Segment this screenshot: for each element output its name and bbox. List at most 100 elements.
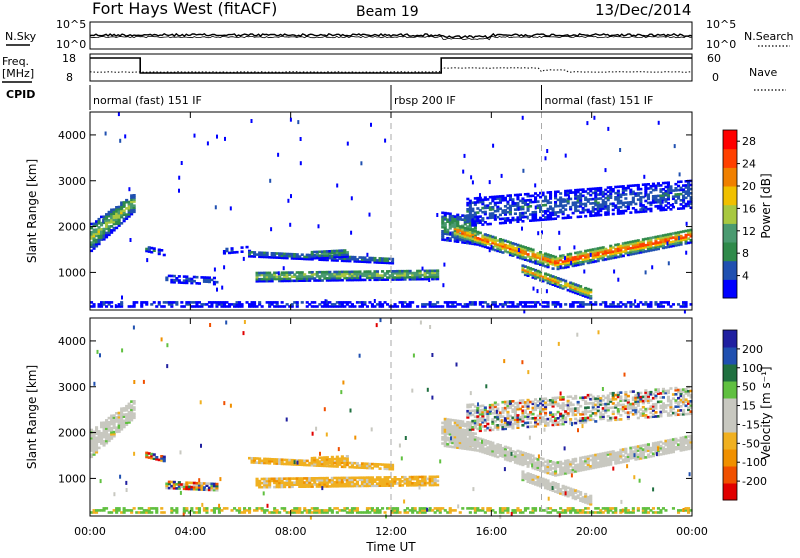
echo-cell — [539, 251, 542, 254]
echo-cell — [509, 194, 512, 197]
echo-cell — [544, 204, 547, 207]
echo-cell — [146, 258, 148, 262]
echo-cell — [568, 195, 570, 199]
echo-cell — [124, 134, 126, 138]
echo-cell — [612, 188, 615, 191]
echo-cell — [133, 204, 136, 207]
echo-cell — [552, 207, 555, 210]
echo-cell — [624, 193, 627, 196]
echo-cell — [658, 121, 660, 125]
echo-cell — [163, 305, 166, 308]
echo-cell — [277, 153, 279, 157]
colorbar-swatch — [723, 223, 737, 242]
echo-cell — [441, 305, 444, 308]
nave-tick-top: 60 — [707, 52, 721, 65]
echo-cell — [624, 197, 627, 200]
echo-cell — [622, 255, 625, 258]
echo-cell — [278, 271, 280, 275]
freq-panel: Freq. [MHz] 18 8 60 0 Nave — [2, 52, 786, 90]
echo-cell — [564, 208, 567, 211]
echo-cell — [537, 289, 539, 293]
echo-cell — [494, 236, 497, 239]
echo-cell — [593, 116, 595, 120]
echo-cell — [547, 301, 550, 304]
echo-cell — [521, 227, 523, 231]
colorbar-swatch — [723, 149, 737, 168]
colorbar-swatch — [723, 261, 737, 280]
echo-cell — [579, 215, 582, 218]
echo-cell — [376, 270, 379, 273]
echo-cell — [213, 277, 216, 280]
echo-cell — [685, 251, 687, 255]
nave-label: Nave — [749, 66, 777, 79]
echo-cell — [569, 216, 572, 219]
echo-cell — [649, 191, 652, 194]
echo-cell — [123, 209, 126, 212]
echo-cell — [492, 144, 494, 148]
echo-cell — [649, 208, 652, 211]
echo-cell — [594, 301, 597, 304]
echo-cell — [489, 248, 491, 252]
echo-cell — [287, 199, 289, 203]
echo-cell — [564, 199, 566, 203]
echo-cell — [535, 206, 537, 210]
echo-cell — [133, 194, 136, 197]
echo-cell — [462, 170, 464, 174]
freq-line — [90, 58, 692, 73]
echo-cell — [534, 183, 536, 187]
echo-cell — [552, 267, 555, 270]
echo-cell — [649, 301, 652, 304]
echo-cell — [347, 142, 349, 146]
echo-cell — [685, 197, 688, 200]
echo-cell — [634, 299, 636, 303]
echo-cell — [281, 301, 284, 304]
echo-cell — [589, 414, 592, 417]
echo-cell — [422, 267, 424, 271]
echo-cell — [590, 253, 592, 257]
echo-cell — [436, 301, 439, 304]
echo-cell — [325, 299, 327, 303]
echo-cell — [583, 270, 585, 274]
colorbar-tick-label: 8 — [742, 247, 749, 260]
echo-cell — [449, 232, 451, 236]
echo-cell — [659, 184, 662, 187]
echo-cell — [231, 247, 234, 250]
echo-cell — [612, 209, 615, 212]
echo-cell — [436, 484, 439, 487]
echo-cell — [481, 223, 484, 226]
echo-cell — [135, 301, 138, 304]
echo-cell — [461, 420, 464, 423]
echo-cell — [216, 288, 218, 292]
echo-cell — [584, 493, 587, 496]
echo-cell — [547, 479, 550, 482]
echo-cell — [545, 156, 547, 160]
echo-cell — [532, 249, 535, 252]
echo-cell — [300, 161, 302, 165]
echo-cell — [589, 295, 592, 298]
echo-cell — [639, 192, 642, 195]
echo-cell — [175, 301, 178, 304]
echo-cell — [489, 223, 492, 226]
echo-cell — [194, 134, 196, 138]
echo-cell — [574, 414, 577, 417]
nsearch-tick-top: 10^5 — [706, 18, 736, 31]
echo-cell — [336, 184, 338, 188]
echo-cell — [679, 172, 681, 176]
echo-cell — [549, 191, 552, 194]
echo-cell — [102, 219, 104, 223]
colorbar-swatch — [723, 279, 737, 298]
echo-cell — [564, 280, 567, 283]
echo-cell — [529, 421, 532, 424]
echo-cell — [594, 412, 597, 415]
y-tick-label: 3000 — [58, 175, 86, 188]
echo-cell — [474, 432, 477, 435]
nsky-panel: N.Sky 10^5 10^0 10^5 10^0 N.Search — [5, 18, 794, 51]
echo-cell — [559, 246, 561, 250]
cpid-segment-label: rbsp 200 IF — [394, 94, 456, 107]
echo-cell — [672, 303, 675, 306]
nave-line — [90, 68, 692, 73]
echo-cell — [258, 301, 261, 304]
